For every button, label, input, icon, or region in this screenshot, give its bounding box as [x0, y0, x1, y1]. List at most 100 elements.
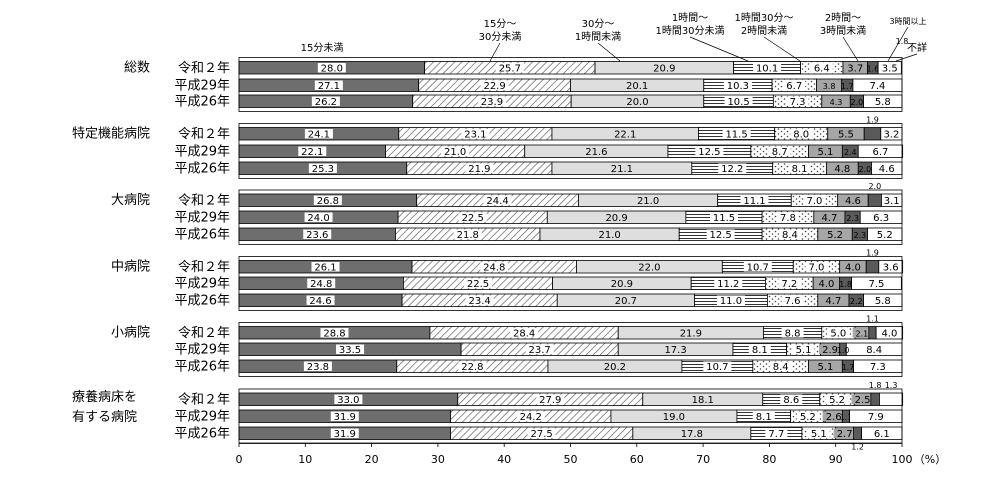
value-label: 4.7 [825, 296, 841, 307]
row-year-label: 平成29年 [174, 145, 230, 160]
category-annotation: 15分～ [484, 18, 517, 30]
value-label: 17.8 [681, 429, 703, 440]
row-year-label: 平成29年 [174, 343, 230, 358]
value-label: 2.3 [854, 231, 867, 240]
bar-segment [865, 260, 880, 274]
outside-value-label: 1.9 [866, 249, 879, 258]
value-label-bg [822, 295, 845, 305]
value-label: 7.8 [780, 213, 796, 224]
value-label-bg [483, 195, 512, 205]
value-label-bg [336, 344, 365, 354]
bar-segment [877, 61, 902, 75]
value-label: 23.8 [307, 362, 329, 373]
value-label: 24.8 [483, 262, 505, 273]
category-annotation: 30分～ [582, 18, 615, 30]
category-annotation: 2時間未満 [741, 25, 787, 37]
group-name: 大病院 [111, 193, 150, 208]
value-label: 7.3 [790, 97, 806, 108]
value-label: 4.6 [879, 164, 895, 175]
value-label: 21.9 [468, 164, 490, 175]
value-label-bg [796, 411, 819, 421]
value-label: 8.6 [783, 395, 799, 406]
bar-segment [870, 392, 880, 406]
group-name: 特定機能病院 [72, 127, 150, 142]
value-label-bg [740, 195, 769, 205]
value-label: 6.7 [872, 147, 888, 158]
bar-segment [853, 426, 862, 440]
value-label: 2.2 [850, 297, 863, 306]
value-label: 4.6 [845, 196, 861, 207]
value-label-bg [819, 344, 842, 354]
x-tick-label: 20 [365, 453, 379, 466]
value-label: 23.9 [481, 97, 503, 108]
value-label-bg [827, 328, 850, 338]
value-label: 21.0 [637, 196, 659, 207]
row-year-label: 平成26年 [174, 360, 230, 375]
annotation-leader [887, 26, 909, 62]
value-label-bg [304, 129, 333, 139]
value-label-bg [303, 229, 332, 239]
value-label: 19.0 [663, 412, 685, 423]
value-label: 20.9 [605, 213, 627, 224]
x-tick-label: 30 [431, 453, 445, 466]
value-label: 12.5 [698, 147, 720, 158]
x-axis: 0 10 20 30 40 50 60 70 80 90 100 （%） [236, 442, 946, 466]
group-name: 中病院 [111, 260, 150, 275]
row-year-label: 平成26年 [174, 294, 230, 309]
value-label: 2.5 [855, 395, 871, 406]
value-label-bg [303, 361, 332, 371]
value-label-bg [752, 411, 775, 421]
value-label: 20.7 [615, 296, 637, 307]
value-label: 4.8 [834, 164, 850, 175]
value-label: 23.6 [306, 230, 328, 241]
value-label-bg [311, 96, 340, 106]
value-label-bg [818, 212, 841, 222]
group-name-line: 有する病院 [72, 410, 137, 425]
row-year-label: 令和２年 [178, 260, 230, 275]
value-label-bg [833, 428, 856, 438]
group-frame [238, 123, 903, 179]
annotation-leader [597, 42, 621, 62]
value-label: 8.8 [785, 328, 801, 339]
value-label: 11.5 [725, 129, 747, 140]
value-label-bg [803, 195, 826, 205]
value-label: 22.0 [638, 262, 660, 273]
x-tick-label: 80 [762, 453, 776, 466]
value-label: 5.5 [838, 129, 854, 140]
value-label-bg [716, 295, 745, 305]
value-label-bg [516, 411, 545, 421]
value-label: 7.4 [870, 81, 886, 92]
value-label: 5.2 [800, 412, 816, 423]
value-label: 22.9 [483, 81, 505, 92]
x-tick-label: 60 [630, 453, 644, 466]
value-label: 26.1 [314, 262, 336, 273]
value-label: 5.1 [817, 147, 833, 158]
row-year-label: 平成26年 [174, 162, 230, 177]
value-label: 7.7 [768, 429, 784, 440]
value-label-bg [722, 129, 751, 139]
value-label: 24.1 [308, 129, 330, 140]
value-label: 7.9 [868, 412, 884, 423]
value-label: 28.8 [323, 328, 345, 339]
value-label: 21.1 [611, 164, 633, 175]
outside-value-label: 1.0 [837, 346, 850, 355]
row-year-label: 令和２年 [178, 326, 230, 341]
value-label-bg [695, 146, 724, 156]
value-label: 27.9 [539, 395, 561, 406]
value-label-bg [480, 262, 509, 272]
value-label: 2.0 [851, 98, 864, 107]
value-label-bg [495, 63, 524, 73]
value-label: 5.8 [875, 97, 891, 108]
category-annotations: 15分未満 15分～30分未満 30分～1時間未満 1時間～1時間30分未満 1時間30… [301, 12, 927, 62]
value-label: 27.5 [531, 429, 553, 440]
value-label-bg [810, 63, 833, 73]
category-annotation: 2時間～ [825, 12, 861, 24]
value-label: 21.0 [598, 230, 620, 241]
value-label: 4.0 [845, 262, 861, 273]
value-label: 3.2 [883, 129, 899, 140]
value-label: 33.5 [339, 345, 361, 356]
category-annotation: 1時間30分未満 [655, 25, 724, 37]
value-label-bg [304, 212, 333, 222]
value-label: 25.7 [499, 63, 521, 74]
value-label: 24.2 [520, 412, 542, 423]
